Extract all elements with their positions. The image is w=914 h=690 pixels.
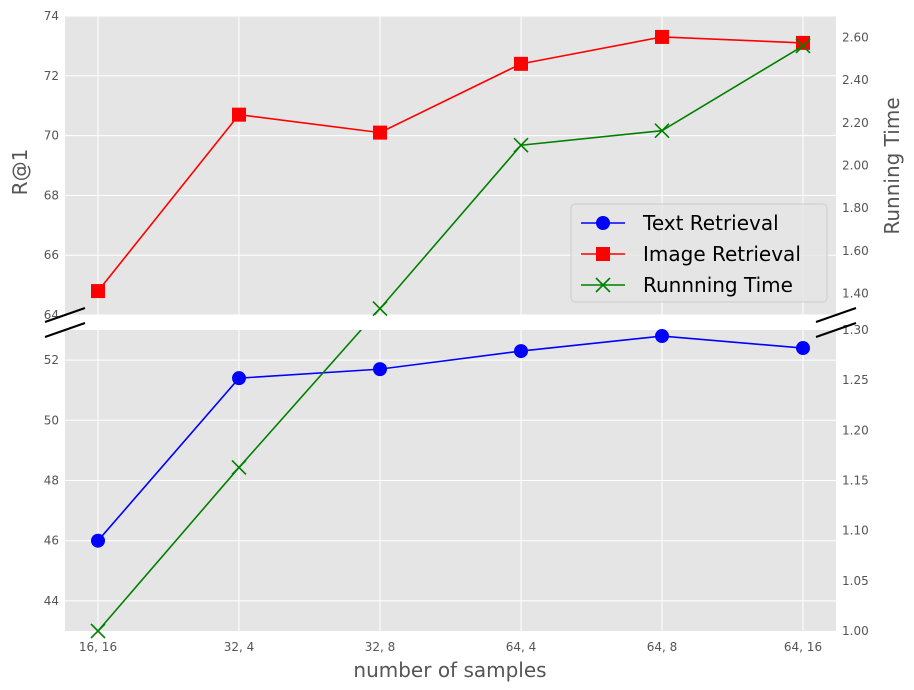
series-runnning-time [90, 38, 811, 639]
data-point [514, 56, 528, 71]
data-point [372, 301, 388, 317]
left-tick-label: 68 [44, 188, 59, 202]
axis-break-mark [815, 322, 857, 338]
right-tick-label: 2.20 [842, 116, 869, 130]
axis-break-mark [44, 322, 86, 338]
right-tick-label: 2.00 [842, 159, 869, 173]
data-point [91, 533, 105, 548]
x-tick-label: 16, 16 [79, 640, 117, 654]
right-tick-label: 1.10 [842, 524, 869, 538]
left-tick-label: 48 [44, 474, 59, 488]
right-tick-label: 1.05 [842, 574, 869, 588]
axis-break-mark [44, 307, 86, 323]
data-point [514, 344, 528, 359]
right-tick-label: 1.80 [842, 201, 869, 215]
series-line [373, 45, 804, 315]
series-line [97, 335, 804, 542]
left-tick-label: 44 [44, 594, 59, 608]
series-line [97, 330, 363, 631]
x-tick-label: 32, 4 [224, 640, 255, 654]
data-point [796, 341, 810, 356]
legend-marker [596, 247, 610, 261]
left-tick-label: 46 [44, 534, 59, 548]
data-point [655, 29, 669, 44]
left-axis-label: R@1 [8, 149, 32, 196]
x-tick-label: 64, 16 [784, 640, 822, 654]
data-point [655, 329, 669, 344]
data-point [91, 284, 105, 299]
data-point [90, 623, 106, 639]
data-point [654, 123, 670, 139]
x-axis-label: number of samples [353, 658, 546, 682]
right-axis-label: Running Time [880, 97, 904, 234]
left-tick-label: 50 [44, 413, 59, 427]
right-tick-label: 1.00 [842, 624, 869, 638]
right-tick-label: 1.20 [842, 423, 869, 437]
right-tick-label: 1.15 [842, 474, 869, 488]
x-tick-label: 64, 8 [647, 640, 678, 654]
data-point [373, 125, 387, 140]
legend-label: Text Retrieval [642, 211, 779, 235]
x-tick-label: 32, 8 [365, 640, 396, 654]
data-point [231, 459, 247, 476]
left-tick-label: 72 [44, 69, 59, 83]
data-point [232, 107, 246, 122]
axis-break-mark [815, 307, 857, 323]
right-tick-label: 2.60 [842, 30, 869, 44]
data-point [513, 137, 529, 153]
right-tick-label: 1.30 [842, 323, 869, 337]
legend: Text Retrieval Image Retrieval Runnning Ti… [570, 203, 828, 303]
right-tick-label: 2.40 [842, 73, 869, 87]
data-point [795, 38, 811, 54]
series-line [97, 36, 804, 292]
right-tick-label: 1.40 [842, 287, 869, 301]
right-tick-label: 1.60 [842, 244, 869, 258]
data-point [373, 362, 387, 377]
left-tick-label: 66 [44, 248, 59, 262]
legend-label: Image Retrieval [643, 242, 801, 266]
left-tick-label: 70 [44, 129, 59, 143]
x-tick-label: 64, 4 [506, 640, 537, 654]
series-text-retrieval [91, 329, 810, 548]
legend-marker [595, 277, 611, 293]
legend-marker [596, 216, 610, 230]
legend-box [570, 203, 828, 303]
right-tick-label: 1.25 [842, 373, 869, 387]
data-point [232, 371, 246, 386]
left-tick-label: 74 [44, 9, 59, 23]
left-tick-label: 52 [44, 353, 59, 367]
data-point [796, 35, 810, 50]
series-image-retrieval [91, 29, 810, 299]
legend-label: Runnning Time [643, 273, 793, 297]
